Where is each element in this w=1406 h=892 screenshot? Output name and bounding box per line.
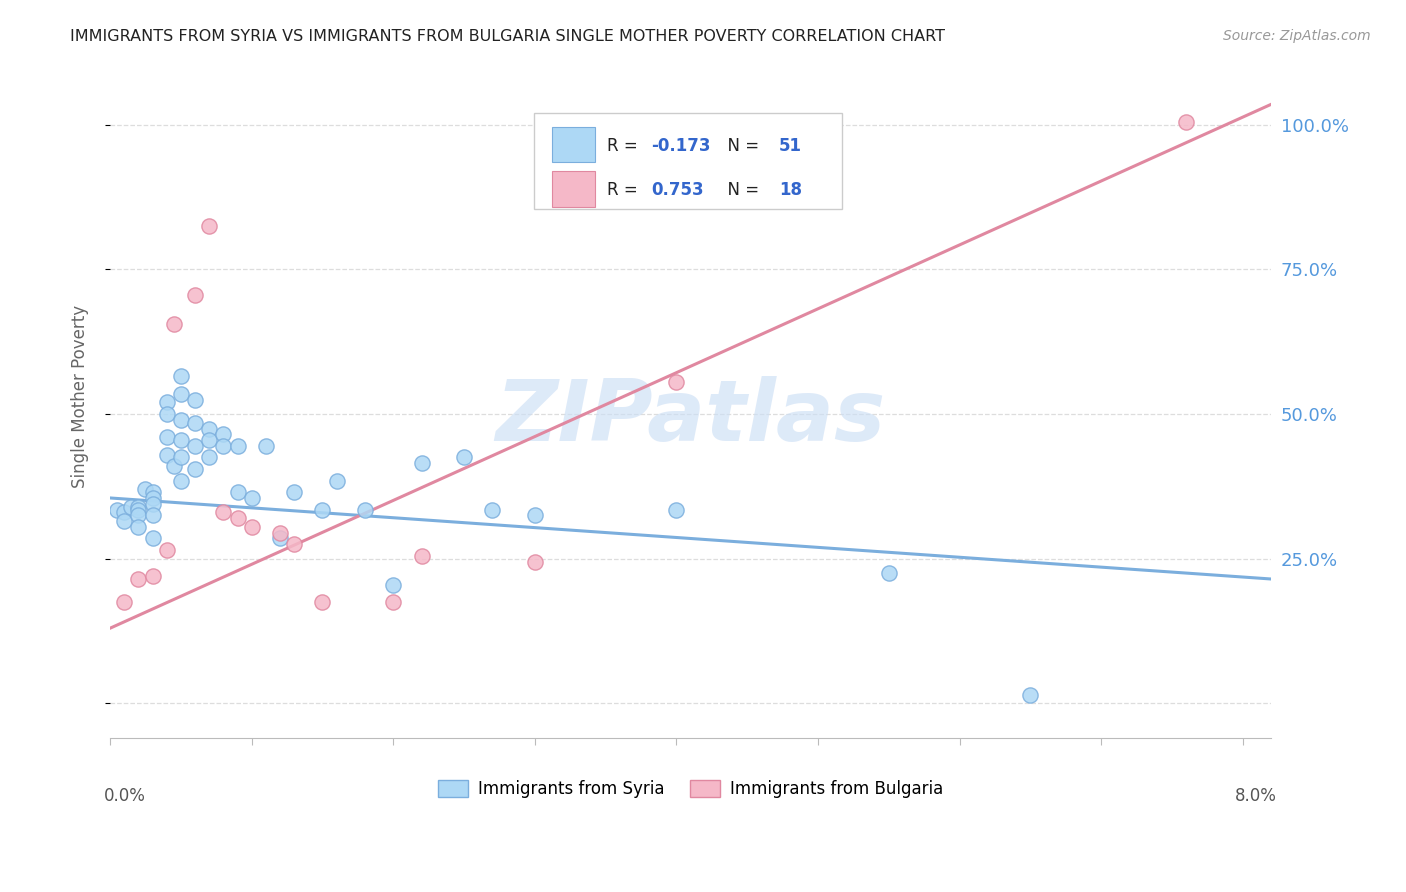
Point — [141, 508, 163, 523]
Point — [1019, 688, 1042, 702]
Text: R =: R = — [607, 181, 643, 200]
Point — [163, 459, 186, 474]
Point — [170, 474, 193, 488]
Text: 51: 51 — [779, 137, 801, 155]
FancyBboxPatch shape — [534, 113, 842, 209]
Text: 18: 18 — [779, 181, 801, 200]
Point — [198, 433, 221, 447]
Text: IMMIGRANTS FROM SYRIA VS IMMIGRANTS FROM BULGARIA SINGLE MOTHER POVERTY CORRELAT: IMMIGRANTS FROM SYRIA VS IMMIGRANTS FROM… — [70, 29, 945, 45]
Point — [226, 511, 249, 525]
Point — [141, 569, 163, 583]
Point — [240, 491, 263, 505]
Point — [170, 450, 193, 465]
Point — [269, 525, 291, 540]
Point — [141, 497, 163, 511]
Text: 0.0%: 0.0% — [104, 788, 146, 805]
Point — [411, 549, 433, 563]
Y-axis label: Single Mother Poverty: Single Mother Poverty — [72, 305, 89, 488]
Point — [212, 505, 235, 519]
Point — [184, 392, 207, 407]
Point — [134, 483, 156, 497]
Point — [141, 491, 163, 505]
FancyBboxPatch shape — [553, 171, 595, 207]
Point — [226, 439, 249, 453]
Point — [877, 566, 900, 581]
Point — [120, 500, 142, 514]
Point — [325, 474, 347, 488]
Point — [141, 485, 163, 500]
Point — [269, 532, 291, 546]
Point — [170, 413, 193, 427]
Point — [212, 439, 235, 453]
Point — [112, 595, 135, 609]
Point — [184, 416, 207, 430]
Point — [354, 502, 377, 516]
Point — [184, 462, 207, 476]
Point — [127, 508, 149, 523]
Point — [127, 520, 149, 534]
Legend: Immigrants from Syria, Immigrants from Bulgaria: Immigrants from Syria, Immigrants from B… — [432, 773, 949, 805]
Point — [240, 520, 263, 534]
Point — [411, 456, 433, 470]
Point — [127, 502, 149, 516]
Text: N =: N = — [717, 137, 765, 155]
Point — [311, 502, 333, 516]
Point — [523, 555, 546, 569]
Point — [254, 439, 277, 453]
Point — [127, 500, 149, 514]
Point — [382, 578, 405, 592]
Text: N =: N = — [717, 181, 765, 200]
Point — [170, 369, 193, 384]
Point — [112, 514, 135, 528]
Point — [665, 502, 688, 516]
Text: -0.173: -0.173 — [651, 137, 710, 155]
Point — [283, 537, 305, 551]
Point — [198, 219, 221, 233]
Point — [156, 430, 179, 444]
Point — [283, 485, 305, 500]
Point — [523, 508, 546, 523]
Text: 0.753: 0.753 — [651, 181, 704, 200]
Text: Source: ZipAtlas.com: Source: ZipAtlas.com — [1223, 29, 1371, 43]
Point — [198, 450, 221, 465]
Text: 8.0%: 8.0% — [1234, 788, 1277, 805]
Text: R =: R = — [607, 137, 643, 155]
Point — [481, 502, 503, 516]
Point — [156, 395, 179, 409]
Point — [184, 439, 207, 453]
Point — [156, 543, 179, 558]
Point — [156, 407, 179, 421]
Point — [198, 421, 221, 435]
FancyBboxPatch shape — [553, 127, 595, 162]
Point — [184, 288, 207, 302]
Text: ZIPatlas: ZIPatlas — [495, 376, 886, 458]
Point — [665, 375, 688, 389]
Point — [1175, 114, 1198, 128]
Point — [382, 595, 405, 609]
Point — [141, 532, 163, 546]
Point — [212, 427, 235, 442]
Point — [112, 505, 135, 519]
Point — [170, 386, 193, 401]
Point — [170, 433, 193, 447]
Point — [453, 450, 475, 465]
Point — [226, 485, 249, 500]
Point — [127, 572, 149, 586]
Point — [156, 448, 179, 462]
Point — [105, 502, 128, 516]
Point — [163, 318, 186, 332]
Point — [311, 595, 333, 609]
